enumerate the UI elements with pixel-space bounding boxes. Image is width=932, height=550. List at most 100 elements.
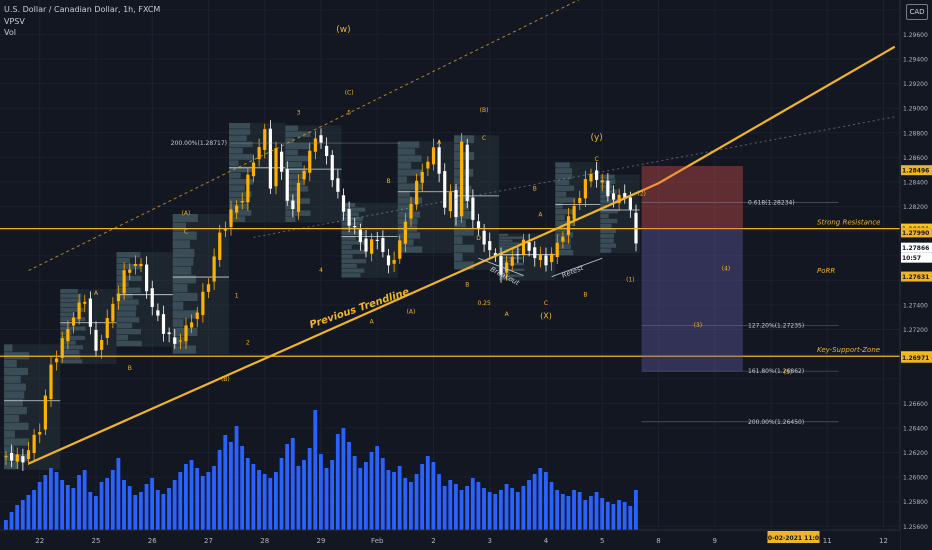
fib-label: 200.00%(1.26450)	[748, 419, 804, 426]
candle-body	[212, 256, 216, 282]
volume-profile-row	[60, 321, 71, 326]
candle-body	[15, 454, 19, 462]
volume-profile-row	[341, 202, 356, 207]
volume-profile-row	[229, 197, 249, 204]
volume-bar	[538, 468, 543, 530]
candle-body	[403, 221, 407, 244]
volume-profile-row	[229, 216, 246, 222]
volume-bar	[369, 452, 374, 530]
volume-bar	[617, 500, 621, 530]
volume-profile-row	[285, 186, 309, 192]
volume-profile-row	[600, 199, 618, 204]
wave-label: (B)	[221, 376, 230, 383]
volume-bar	[605, 502, 610, 530]
volume-profile-row	[397, 204, 414, 211]
candle-body	[386, 255, 391, 266]
candle-body	[60, 338, 64, 358]
candle-body	[240, 201, 244, 203]
volume-profile-row	[555, 168, 572, 174]
volume-profile-row	[600, 213, 609, 219]
volume-bar	[245, 458, 250, 530]
volume-bar	[60, 480, 65, 530]
volume-profile-row	[229, 210, 252, 216]
volume-profile-row	[285, 143, 311, 150]
volume-profile-row	[229, 178, 254, 185]
volume-bar	[155, 490, 160, 530]
volume-bar	[358, 468, 363, 530]
date-tick-label: 29	[317, 537, 326, 545]
wave-label: (2)	[637, 191, 646, 198]
volume-profile-row	[60, 345, 84, 350]
volume-bar	[223, 435, 228, 530]
volume-profile-row	[285, 210, 311, 216]
wave-label: (5)	[784, 369, 793, 376]
volume-bar	[307, 448, 312, 530]
wave-label: B	[128, 365, 132, 372]
wave-label: (1)	[626, 277, 635, 284]
volume-profile-row	[229, 166, 255, 173]
candle-body	[499, 255, 503, 275]
volume-indicator-label[interactable]: Vol	[4, 28, 16, 37]
wave-label: A	[94, 290, 99, 297]
symbol-title[interactable]: U.S. Dollar / Canadian Dollar, 1h, FXCM	[4, 5, 161, 14]
candle-body	[206, 284, 211, 292]
volume-bar	[341, 428, 346, 530]
volume-bar	[99, 482, 104, 530]
volume-profile-row	[172, 284, 188, 293]
candle-body	[600, 180, 604, 183]
wave-label: 2	[246, 339, 250, 346]
wave-label: B	[465, 282, 469, 289]
date-badge-label: 10-02-2021 11:00	[764, 535, 824, 542]
volume-profile-row	[600, 248, 612, 253]
volume-profile-row	[116, 287, 141, 293]
volume-profile-row	[600, 243, 617, 248]
volume-profile-row	[60, 335, 85, 340]
volume-bar	[240, 446, 245, 530]
volume-bar	[65, 485, 70, 530]
candle-body	[128, 269, 132, 273]
volume-bar	[465, 486, 470, 530]
volume-bar	[77, 475, 81, 530]
volume-profile-row	[172, 222, 186, 231]
volume-profile-row	[60, 298, 82, 303]
volume-profile-row	[499, 245, 517, 248]
volume-profile-row	[60, 288, 78, 294]
previous-trendline-label: Previous Trendline	[308, 286, 411, 331]
volume-profile-row	[600, 194, 610, 199]
volume-bar	[425, 456, 430, 530]
candle-body	[77, 302, 81, 320]
volume-profile-row	[397, 190, 410, 197]
volume-profile-row	[116, 323, 133, 329]
volume-profile-row	[116, 340, 142, 347]
volume-profile-row	[172, 266, 192, 275]
candle-body	[296, 182, 301, 212]
volume-bar	[116, 458, 121, 530]
candle-body	[71, 317, 76, 326]
fib-label: 127.20%(1.27235)	[748, 322, 804, 329]
price-tick-label: 1.25800	[903, 499, 928, 506]
volume-profile-row	[341, 235, 356, 240]
price-badge-label: 1.27631	[902, 274, 929, 281]
volume-profile-row	[499, 239, 513, 242]
volume-profile-row	[397, 218, 418, 225]
volume-profile-row	[229, 160, 239, 166]
volume-profile-row	[555, 191, 567, 197]
breakout-arrow	[478, 257, 524, 276]
volume-profile-row	[116, 317, 140, 323]
vpsv-indicator-label[interactable]: VPSV	[4, 17, 25, 26]
volume-bar	[380, 458, 385, 530]
currency-badge[interactable]: CAD	[906, 4, 928, 20]
candle-body	[398, 240, 402, 259]
price-badge-label: 1.27866	[902, 245, 929, 252]
volume-bar	[172, 480, 177, 530]
wave-label: B	[583, 291, 587, 298]
retest-label: Retest	[561, 264, 585, 280]
candle-body	[527, 242, 531, 251]
candle-body	[578, 197, 582, 203]
candle-body	[437, 147, 441, 174]
volume-profile-row	[285, 131, 311, 137]
volume-bar	[127, 486, 132, 530]
price-tick-label: 1.28600	[903, 155, 928, 162]
